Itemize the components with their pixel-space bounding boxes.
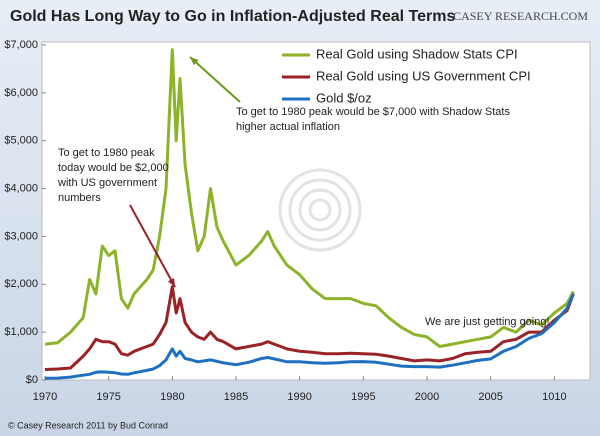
x-tick-label: 1970 — [33, 391, 57, 403]
x-tick-label: 1990 — [287, 391, 311, 403]
y-tick-label: $4,000 — [4, 182, 38, 194]
legend-label: Real Gold using US Government CPI — [316, 68, 531, 83]
x-tick-label: 1995 — [351, 391, 375, 403]
annotation: today would be $2,000 — [58, 162, 169, 174]
y-tick-label: $2,000 — [4, 278, 38, 290]
y-tick-label: $6,000 — [4, 87, 38, 99]
y-tick-label: $5,000 — [4, 135, 38, 147]
annotation: We are just getting going! — [425, 316, 550, 328]
arrow — [189, 56, 241, 103]
x-tick-label: 1010 — [542, 391, 566, 403]
x-tick-label: 1985 — [224, 391, 248, 403]
y-tick-label: $7,000 — [4, 39, 38, 51]
series-line — [44, 48, 575, 348]
arrow-head — [167, 278, 175, 287]
x-tick-label: 1975 — [96, 391, 120, 403]
annotation: higher actual inflation — [236, 121, 340, 133]
x-tick-label: 2000 — [415, 391, 439, 403]
annotation: numbers — [58, 192, 101, 204]
logo: CASEY RESEARCH.COM — [453, 9, 588, 23]
legend-label: Gold $/oz — [316, 90, 372, 105]
y-tick-label: $0 — [26, 374, 38, 386]
footer: © Casey Research 2011 by Bud Conrad — [8, 420, 168, 430]
arrow — [129, 204, 176, 288]
x-tick-label: 1980 — [160, 391, 184, 403]
y-tick-label: $1,000 — [4, 326, 38, 338]
annotation: To get to 1980 peak — [58, 147, 155, 159]
chart-title: Gold Has Long Way to Go in Inflation-Adj… — [10, 8, 455, 25]
legend-label: Real Gold using Shadow Stats CPI — [316, 46, 518, 61]
arrow-head — [190, 57, 199, 66]
series-line — [44, 293, 575, 380]
x-tick-label: 2005 — [478, 391, 502, 403]
watermark — [278, 168, 362, 252]
y-tick-label: $3,000 — [4, 230, 38, 242]
annotation: with US government — [57, 177, 157, 189]
annotation: To get to 1980 peak would be $7,000 with… — [236, 106, 510, 118]
series-line — [44, 285, 575, 371]
